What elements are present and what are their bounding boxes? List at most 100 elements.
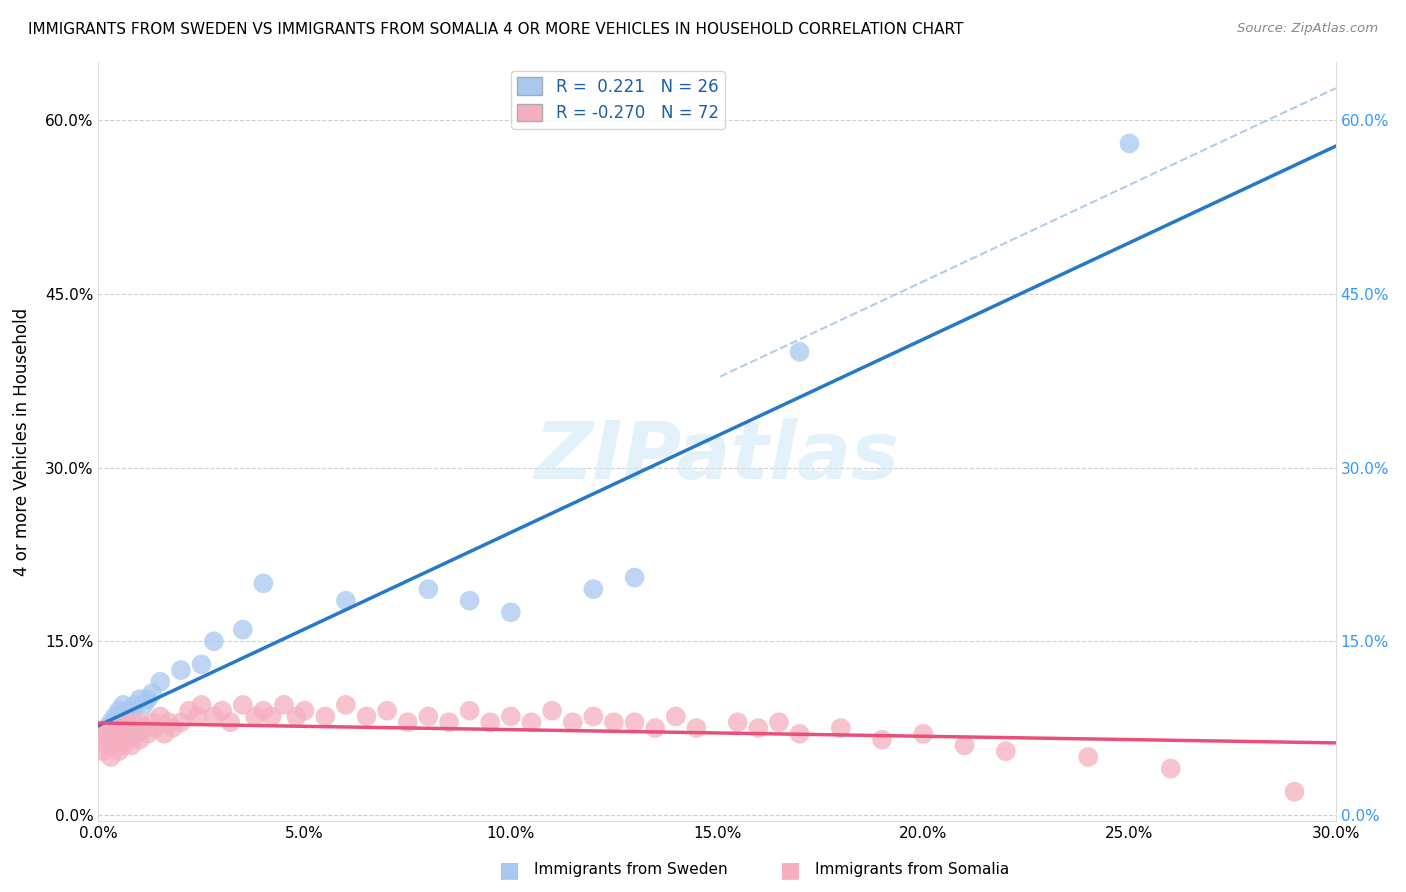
Point — [219, 715, 242, 730]
Point — [418, 582, 440, 596]
Point — [520, 715, 543, 730]
Point — [100, 732, 122, 747]
Point — [375, 704, 398, 718]
Point — [104, 739, 127, 753]
Point — [232, 698, 254, 712]
Point — [108, 744, 131, 758]
Point — [458, 593, 481, 607]
Point — [120, 709, 142, 723]
Point — [285, 709, 308, 723]
Point — [356, 709, 378, 723]
Text: IMMIGRANTS FROM SWEDEN VS IMMIGRANTS FROM SOMALIA 4 OR MORE VEHICLES IN HOUSEHOL: IMMIGRANTS FROM SWEDEN VS IMMIGRANTS FRO… — [28, 22, 963, 37]
Point — [136, 727, 159, 741]
Point — [202, 634, 225, 648]
Point — [149, 674, 172, 689]
Point — [100, 715, 122, 730]
Point — [273, 698, 295, 712]
Point — [870, 732, 893, 747]
Point — [186, 709, 208, 723]
Text: Source: ZipAtlas.com: Source: ZipAtlas.com — [1237, 22, 1378, 36]
Point — [747, 721, 769, 735]
Point — [124, 727, 146, 741]
Point — [768, 715, 790, 730]
Point — [141, 715, 163, 730]
Point — [132, 698, 155, 712]
Point — [91, 727, 114, 741]
Point — [120, 721, 142, 735]
Point — [644, 721, 666, 735]
Point — [128, 715, 150, 730]
Point — [396, 715, 419, 730]
Text: Immigrants from Sweden: Immigrants from Sweden — [534, 863, 728, 877]
Point — [582, 709, 605, 723]
Point — [190, 698, 212, 712]
Point — [458, 704, 481, 718]
Point — [335, 593, 357, 607]
Point — [582, 582, 605, 596]
Point — [112, 739, 135, 753]
Point — [260, 709, 283, 723]
Point — [727, 715, 749, 730]
Point — [789, 727, 811, 741]
Point — [117, 704, 139, 718]
Point — [108, 704, 131, 718]
Point — [124, 698, 146, 712]
Point — [623, 570, 645, 584]
Point — [170, 715, 193, 730]
Point — [437, 715, 460, 730]
Point — [100, 750, 122, 764]
Point — [314, 709, 336, 723]
Point — [561, 715, 583, 730]
Point — [789, 344, 811, 359]
Point — [162, 721, 184, 735]
Point — [994, 744, 1017, 758]
Point — [145, 721, 167, 735]
Text: ZIPatlas: ZIPatlas — [534, 417, 900, 496]
Point — [252, 704, 274, 718]
Point — [117, 715, 139, 730]
Point — [1118, 136, 1140, 151]
Point — [623, 715, 645, 730]
Point — [170, 663, 193, 677]
Point — [479, 715, 502, 730]
Point — [190, 657, 212, 672]
Point — [211, 704, 233, 718]
Point — [335, 698, 357, 712]
Point — [141, 686, 163, 700]
Point — [953, 739, 976, 753]
Point — [96, 739, 118, 753]
Point — [117, 732, 139, 747]
Point — [96, 727, 118, 741]
Text: Immigrants from Somalia: Immigrants from Somalia — [815, 863, 1010, 877]
Point — [243, 709, 266, 723]
Point — [1284, 785, 1306, 799]
Point — [104, 709, 127, 723]
Point — [96, 721, 118, 735]
Point — [153, 727, 176, 741]
Point — [157, 715, 180, 730]
Point — [912, 727, 935, 741]
Point — [120, 739, 142, 753]
Point — [830, 721, 852, 735]
Point — [202, 709, 225, 723]
Point — [294, 704, 316, 718]
Point — [91, 744, 114, 758]
Point — [132, 721, 155, 735]
Point — [665, 709, 688, 723]
Text: ■: ■ — [499, 860, 520, 880]
Point — [108, 727, 131, 741]
Point — [685, 721, 707, 735]
Text: ■: ■ — [780, 860, 801, 880]
Point — [112, 721, 135, 735]
Point — [499, 605, 522, 619]
Point — [128, 732, 150, 747]
Point — [603, 715, 626, 730]
Point — [149, 709, 172, 723]
Point — [112, 698, 135, 712]
Point — [499, 709, 522, 723]
Point — [232, 623, 254, 637]
Point — [1160, 762, 1182, 776]
Point — [541, 704, 564, 718]
Point — [179, 704, 201, 718]
Legend: R =  0.221   N = 26, R = -0.270   N = 72: R = 0.221 N = 26, R = -0.270 N = 72 — [510, 70, 725, 128]
